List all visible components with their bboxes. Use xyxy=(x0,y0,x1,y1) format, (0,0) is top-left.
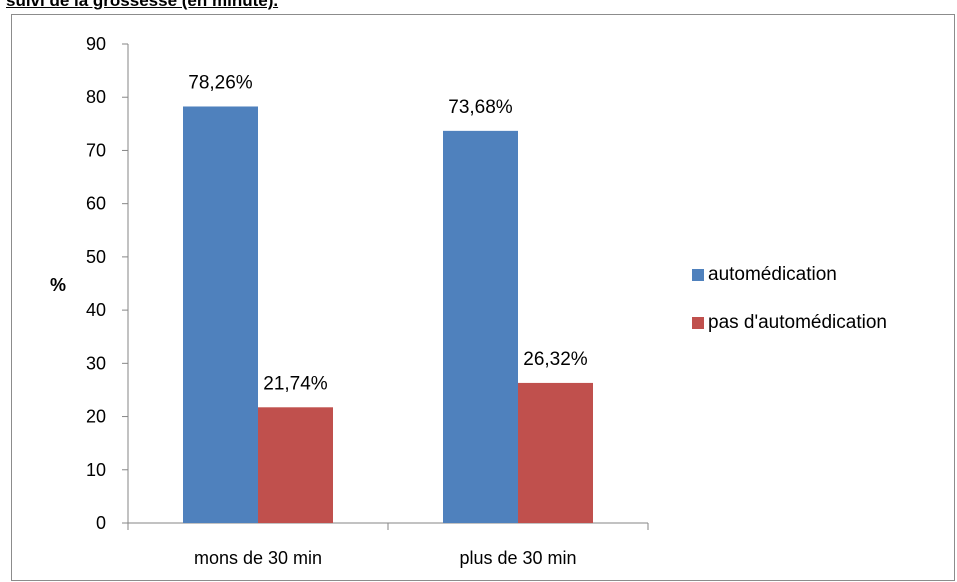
bar xyxy=(258,407,333,523)
y-axis-label: % xyxy=(50,275,66,295)
y-tick-label: 50 xyxy=(86,247,106,267)
y-tick-label: 40 xyxy=(86,300,106,320)
bar xyxy=(183,106,258,523)
y-axis: 0 10 20 30 40 50 60 70 80 90 xyxy=(86,34,128,533)
data-label: 78,26% xyxy=(188,72,253,93)
y-tick-label: 60 xyxy=(86,194,106,214)
data-label: 26,32% xyxy=(523,349,588,370)
y-tick-label: 20 xyxy=(86,407,106,427)
y-tick-label: 70 xyxy=(86,140,106,160)
data-label: 21,74% xyxy=(263,373,328,394)
bar xyxy=(518,383,593,523)
legend: automédication pas d'automédication xyxy=(692,264,887,333)
legend-swatch xyxy=(692,317,704,329)
data-label: 73,68% xyxy=(448,97,513,118)
x-axis: mons de 30 min plus de 30 min xyxy=(128,523,648,568)
y-tick-label: 90 xyxy=(86,34,106,54)
y-tick-label: 80 xyxy=(86,87,106,107)
legend-swatch xyxy=(692,269,704,281)
bars xyxy=(183,106,593,523)
x-category-label: mons de 30 min xyxy=(194,548,322,568)
y-tick-label: 0 xyxy=(96,513,106,533)
y-tick-label: 10 xyxy=(86,460,106,480)
y-tick-label: 30 xyxy=(86,353,106,373)
bar xyxy=(443,131,518,523)
x-category-label: plus de 30 min xyxy=(459,548,576,568)
legend-entry-label: pas d'automédication xyxy=(708,312,887,333)
legend-entry-label: automédication xyxy=(708,264,837,285)
